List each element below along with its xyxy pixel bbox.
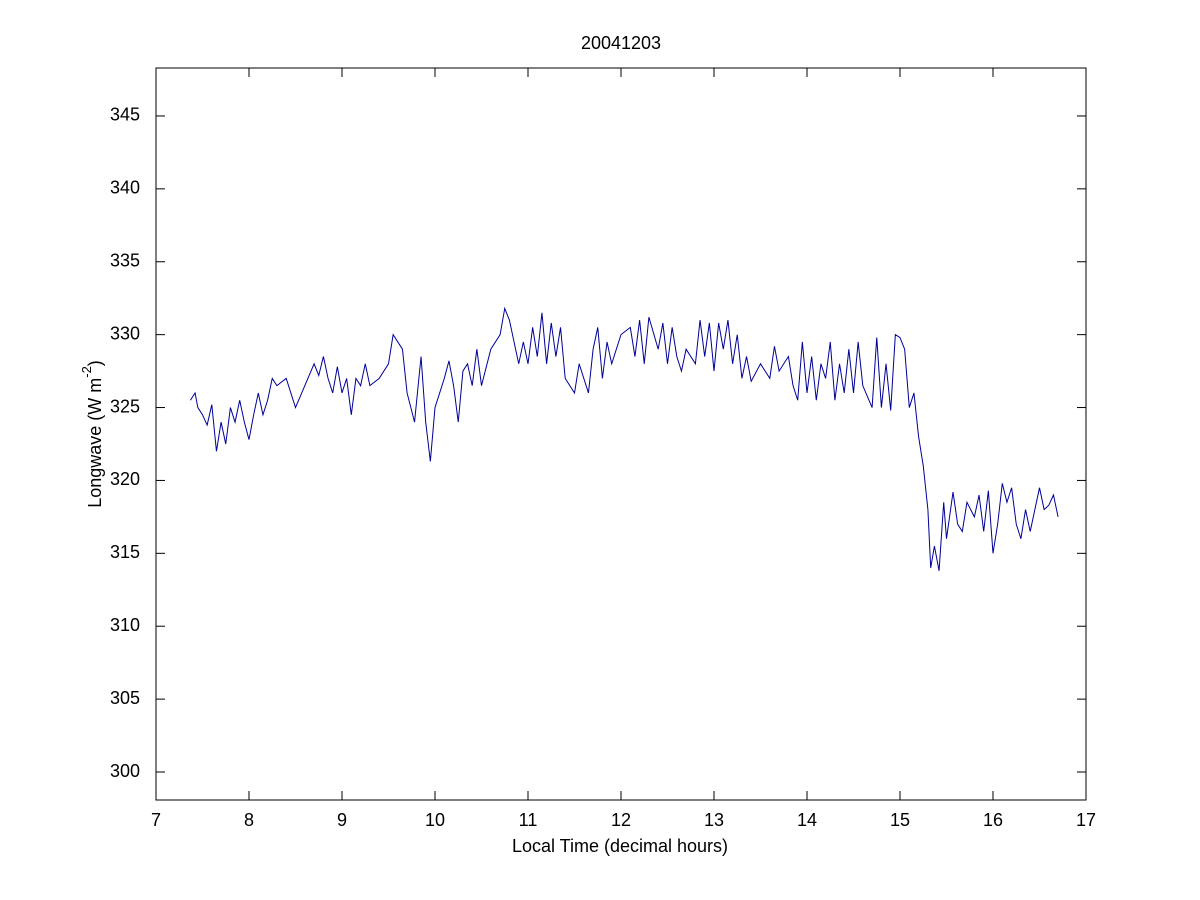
x-tick-label: 12	[611, 810, 631, 830]
y-tick-label: 310	[110, 615, 140, 635]
y-axis-label-sup: -2	[79, 366, 94, 378]
x-tick-label: 14	[797, 810, 817, 830]
y-tick-label: 315	[110, 542, 140, 562]
y-tick-label: 300	[110, 761, 140, 781]
y-tick-label: 305	[110, 688, 140, 708]
x-axis-label: Local Time (decimal hours)	[512, 836, 728, 856]
data-line	[189, 306, 1059, 571]
x-tick-label: 11	[519, 810, 538, 830]
x-tick-label: 15	[890, 810, 910, 830]
y-axis-label: Longwave (W m-2)	[79, 360, 104, 508]
x-tick-label: 9	[337, 810, 347, 830]
x-tick-label: 7	[151, 810, 161, 830]
x-tick-label: 13	[704, 810, 724, 830]
x-tick-label: 17	[1076, 810, 1096, 830]
y-tick-label: 335	[110, 251, 140, 271]
y-tick-label: 330	[110, 323, 140, 343]
chart-title: 20041203	[581, 33, 661, 53]
y-axis-label-text: Longwave (W m	[85, 378, 105, 508]
y-axis-label-close: )	[85, 360, 105, 366]
y-tick-label: 345	[110, 105, 140, 125]
x-tick-label: 10	[425, 810, 445, 830]
y-tick-label: 325	[110, 396, 140, 416]
y-tick-label: 320	[110, 469, 140, 489]
y-tick-label: 340	[110, 178, 140, 198]
x-tick-label: 16	[983, 810, 1003, 830]
x-tick-label: 8	[244, 810, 254, 830]
